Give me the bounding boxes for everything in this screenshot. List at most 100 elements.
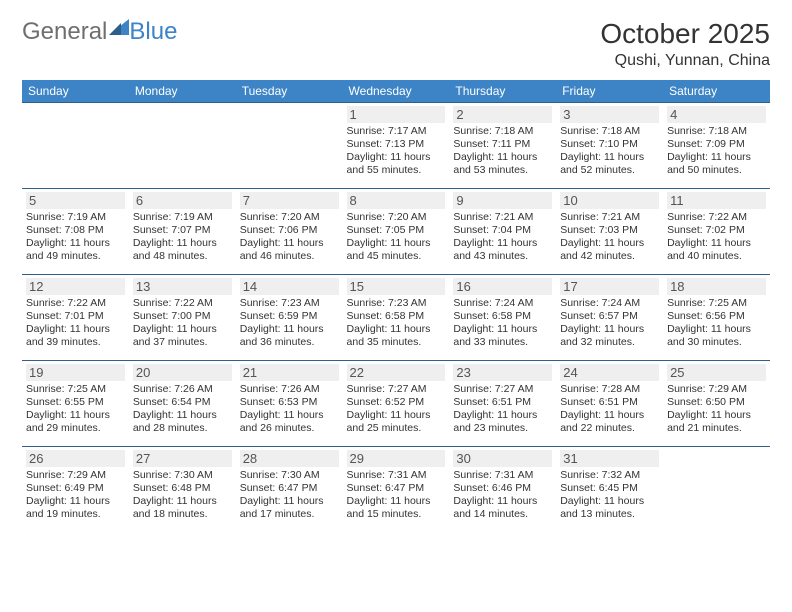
day-number: 6	[133, 192, 232, 209]
daylight-line: Daylight: 11 hours and 35 minutes.	[347, 323, 446, 349]
calendar-cell: 4 Sunrise: 7:18 AMSunset: 7:09 PMDaylight…	[663, 103, 770, 189]
calendar-cell	[22, 103, 129, 189]
sunset-line: Sunset: 6:58 PM	[347, 310, 446, 323]
day-number: 22	[347, 364, 446, 381]
calendar-cell: 30Sunrise: 7:31 AMSunset: 6:46 PMDayligh…	[449, 447, 556, 533]
daylight-line: Daylight: 11 hours and 18 minutes.	[133, 495, 232, 521]
daylight-line: Daylight: 11 hours and 25 minutes.	[347, 409, 446, 435]
sunrise-line: Sunrise: 7:23 AM	[240, 297, 339, 310]
sunrise-line: Sunrise: 7:25 AM	[26, 383, 125, 396]
calendar-cell: 8 Sunrise: 7:20 AMSunset: 7:05 PMDaylight…	[343, 189, 450, 275]
day-number: 15	[347, 278, 446, 295]
sunrise-line: Sunrise: 7:20 AM	[347, 211, 446, 224]
daylight-line: Daylight: 11 hours and 50 minutes.	[667, 151, 766, 177]
day-number: 29	[347, 450, 446, 467]
daylight-line: Daylight: 11 hours and 45 minutes.	[347, 237, 446, 263]
weekday-header: Saturday	[663, 80, 770, 103]
sunset-line: Sunset: 7:09 PM	[667, 138, 766, 151]
sunset-line: Sunset: 7:04 PM	[453, 224, 552, 237]
sunset-line: Sunset: 7:05 PM	[347, 224, 446, 237]
calendar-cell: 12Sunrise: 7:22 AMSunset: 7:01 PMDayligh…	[22, 275, 129, 361]
day-number: 25	[667, 364, 766, 381]
day-number: 4	[667, 106, 766, 123]
day-number: 19	[26, 364, 125, 381]
daylight-line: Daylight: 11 hours and 32 minutes.	[560, 323, 659, 349]
day-number: 28	[240, 450, 339, 467]
sunrise-line: Sunrise: 7:30 AM	[240, 469, 339, 482]
sunrise-line: Sunrise: 7:29 AM	[26, 469, 125, 482]
calendar-row: 12Sunrise: 7:22 AMSunset: 7:01 PMDayligh…	[22, 275, 770, 361]
calendar-cell: 19Sunrise: 7:25 AMSunset: 6:55 PMDayligh…	[22, 361, 129, 447]
calendar-cell: 7Sunrise: 7:20 AMSunset: 7:06 PMDaylight…	[236, 189, 343, 275]
sunset-line: Sunset: 6:57 PM	[560, 310, 659, 323]
sunrise-line: Sunrise: 7:21 AM	[560, 211, 659, 224]
day-number: 9	[453, 192, 552, 209]
sunrise-line: Sunrise: 7:22 AM	[133, 297, 232, 310]
day-number: 10	[560, 192, 659, 209]
daylight-line: Daylight: 11 hours and 13 minutes.	[560, 495, 659, 521]
day-number: 31	[560, 450, 659, 467]
daylight-line: Daylight: 11 hours and 26 minutes.	[240, 409, 339, 435]
sunset-line: Sunset: 7:07 PM	[133, 224, 232, 237]
header: General Blue October 2025 Qushi, Yunnan,…	[22, 18, 770, 70]
calendar-cell: 24Sunrise: 7:28 AMSunset: 6:51 PMDayligh…	[556, 361, 663, 447]
sunrise-line: Sunrise: 7:32 AM	[560, 469, 659, 482]
daylight-line: Daylight: 11 hours and 43 minutes.	[453, 237, 552, 263]
daylight-line: Daylight: 11 hours and 53 minutes.	[453, 151, 552, 177]
sunset-line: Sunset: 6:56 PM	[667, 310, 766, 323]
sunrise-line: Sunrise: 7:26 AM	[240, 383, 339, 396]
calendar-cell: 11Sunrise: 7:22 AMSunset: 7:02 PMDayligh…	[663, 189, 770, 275]
sunset-line: Sunset: 7:11 PM	[453, 138, 552, 151]
daylight-line: Daylight: 11 hours and 29 minutes.	[26, 409, 125, 435]
sunrise-line: Sunrise: 7:21 AM	[453, 211, 552, 224]
sunrise-line: Sunrise: 7:17 AM	[347, 125, 446, 138]
calendar-cell: 20Sunrise: 7:26 AMSunset: 6:54 PMDayligh…	[129, 361, 236, 447]
sunrise-line: Sunrise: 7:18 AM	[667, 125, 766, 138]
daylight-line: Daylight: 11 hours and 15 minutes.	[347, 495, 446, 521]
day-number: 26	[26, 450, 125, 467]
daylight-line: Daylight: 11 hours and 49 minutes.	[26, 237, 125, 263]
sunrise-line: Sunrise: 7:18 AM	[560, 125, 659, 138]
sunset-line: Sunset: 7:13 PM	[347, 138, 446, 151]
day-number: 18	[667, 278, 766, 295]
weekday-header: Thursday	[449, 80, 556, 103]
location: Qushi, Yunnan, China	[600, 52, 770, 70]
day-number: 8	[347, 192, 446, 209]
calendar-cell	[663, 447, 770, 533]
daylight-line: Daylight: 11 hours and 28 minutes.	[133, 409, 232, 435]
sunrise-line: Sunrise: 7:22 AM	[667, 211, 766, 224]
sunrise-line: Sunrise: 7:20 AM	[240, 211, 339, 224]
calendar-row: 5Sunrise: 7:19 AMSunset: 7:08 PMDaylight…	[22, 189, 770, 275]
calendar-row: 26 Sunrise: 7:29 AMSunset: 6:49 PM Dayligh…	[22, 447, 770, 533]
calendar-cell: 6Sunrise: 7:19 AMSunset: 7:07 PMDaylight…	[129, 189, 236, 275]
weekday-header: Wednesday	[343, 80, 450, 103]
weekday-header: Friday	[556, 80, 663, 103]
daylight-line: Daylight: 11 hours and 40 minutes.	[667, 237, 766, 263]
sunset-line: Sunset: 6:50 PM	[667, 396, 766, 409]
day-number: 24	[560, 364, 659, 381]
sunset-line: Sunset: 6:49 PM	[26, 482, 125, 495]
daylight-line: Daylight: 11 hours and 21 minutes.	[667, 409, 766, 435]
daylight-line: Daylight: 11 hours and 22 minutes.	[560, 409, 659, 435]
weekday-header: Monday	[129, 80, 236, 103]
day-number: 30	[453, 450, 552, 467]
sunrise-line: Sunrise: 7:26 AM	[133, 383, 232, 396]
day-number: 3	[560, 106, 659, 123]
calendar-cell	[236, 103, 343, 189]
sunset-line: Sunset: 6:52 PM	[347, 396, 446, 409]
sunset-line: Sunset: 6:46 PM	[453, 482, 552, 495]
calendar-cell: 1Sunrise: 7:17 AMSunset: 7:13 PMDaylight…	[343, 103, 450, 189]
day-number: 7	[240, 192, 339, 209]
title-block: October 2025 Qushi, Yunnan, China	[600, 18, 770, 70]
day-number: 1	[347, 106, 446, 123]
sunset-line: Sunset: 7:03 PM	[560, 224, 659, 237]
calendar-cell: 18Sunrise: 7:25 AMSunset: 6:56 PMDayligh…	[663, 275, 770, 361]
sunrise-line: Sunrise: 7:27 AM	[347, 383, 446, 396]
sunrise-line: Sunrise: 7:18 AM	[453, 125, 552, 138]
daylight-line: Daylight: 11 hours and 36 minutes.	[240, 323, 339, 349]
sunset-line: Sunset: 6:45 PM	[560, 482, 659, 495]
day-number: 20	[133, 364, 232, 381]
daylight-line: Daylight: 11 hours and 42 minutes.	[560, 237, 659, 263]
sunset-line: Sunset: 7:10 PM	[560, 138, 659, 151]
day-number: 5	[26, 192, 125, 209]
